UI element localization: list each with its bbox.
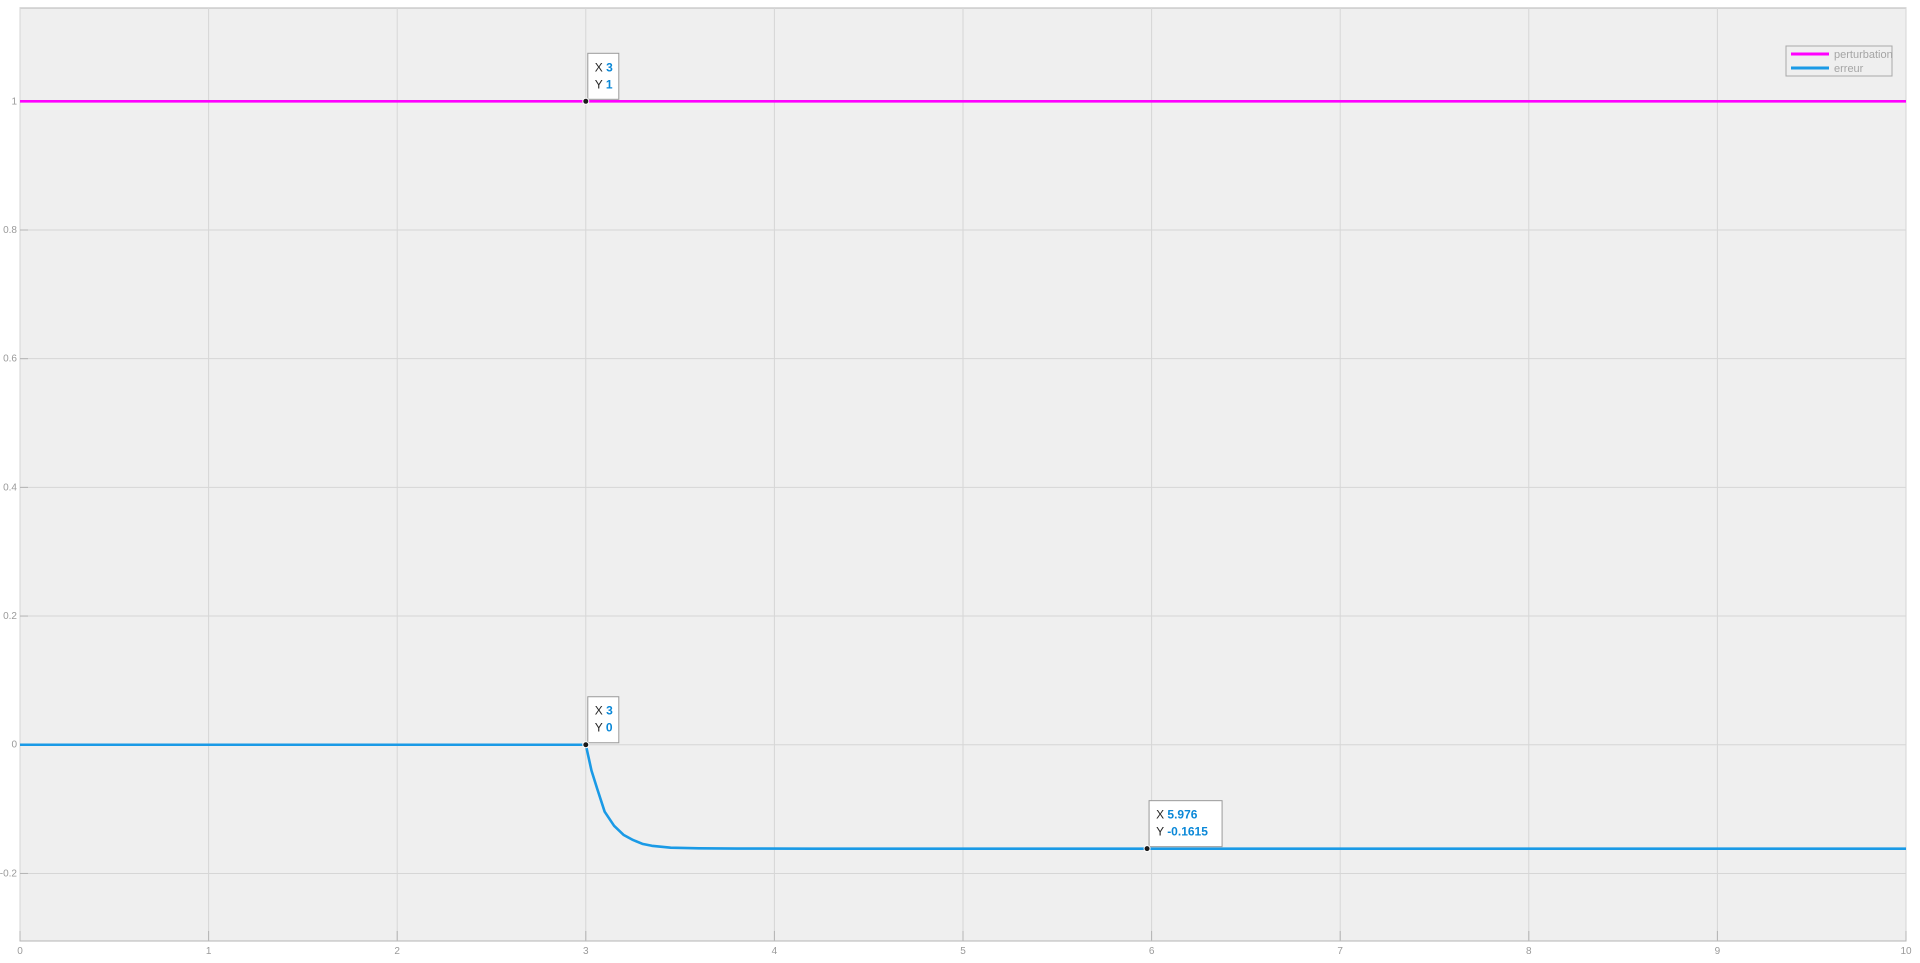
legend-label-erreur: erreur <box>1834 63 1864 75</box>
datatip-x-label: X <box>595 60 606 74</box>
datatip-x-row: X 3 <box>595 704 613 718</box>
datatip-box <box>587 52 620 100</box>
datatip-box <box>1148 800 1223 848</box>
y-tick-label: 0.4 <box>3 482 17 493</box>
y-tick-label: 0.8 <box>3 225 17 236</box>
x-tick-label: 4 <box>772 946 778 957</box>
datatip-2[interactable]: X 3Y 0 <box>582 696 620 749</box>
x-tick-label: 7 <box>1337 946 1343 957</box>
datatip-y-label: Y <box>1156 825 1167 839</box>
x-tick-label: 9 <box>1715 946 1721 957</box>
datatip-x-value: 3 <box>606 704 613 718</box>
series-line-erreur <box>20 743 1906 850</box>
y-tick-label: 0.6 <box>3 354 17 365</box>
datatip-y-value: -0.1615 <box>1167 825 1208 839</box>
x-tick-label: 8 <box>1526 946 1532 957</box>
datatip-marker <box>1143 845 1151 853</box>
legend[interactable]: perturbation erreur <box>1785 45 1893 77</box>
datatip-y-row: Y 1 <box>595 77 613 91</box>
datatip-y-label: Y <box>595 721 606 735</box>
y-tick-label: 0 <box>11 740 17 751</box>
x-tick-label: 1 <box>206 946 212 957</box>
datatip-x-value: 3 <box>606 60 613 74</box>
x-tick-label: 2 <box>394 946 400 957</box>
x-tick-label: 6 <box>1149 946 1155 957</box>
x-tick-label: 0 <box>17 946 23 957</box>
x-tick-label: 5 <box>960 946 966 957</box>
y-tick-label: -0.2 <box>0 868 17 879</box>
datatip-y-row: Y 0 <box>595 721 613 735</box>
datatip-y-label: Y <box>595 77 606 91</box>
legend-box <box>1785 45 1893 77</box>
y-tick-label: 1 <box>11 96 17 107</box>
datatip-marker <box>582 97 590 105</box>
datatip-1[interactable]: X 3Y 1 <box>582 52 620 105</box>
datatip-x-value: 5.976 <box>1167 808 1197 822</box>
datatip-marker <box>582 741 590 749</box>
datatip-y-row: Y -0.1615 <box>1156 825 1208 839</box>
y-tick-label: 0.2 <box>3 611 17 622</box>
legend-label-perturbation: perturbation <box>1834 49 1893 61</box>
datatip-y-value: 1 <box>606 77 613 91</box>
x-tick-label: 10 <box>1900 946 1912 957</box>
datatip-x-row: X 3 <box>595 60 613 74</box>
datatip-box <box>587 696 620 744</box>
datatip-y-value: 0 <box>606 721 613 735</box>
x-tick-label: 3 <box>583 946 589 957</box>
datatip-x-label: X <box>1156 808 1167 822</box>
datatip-x-label: X <box>595 704 606 718</box>
datatip-x-row: X 5.976 <box>1156 808 1198 822</box>
tick-labels: 0 1 2 3 4 5 6 7 8 9 10 -0.2 0 0.2 0.4 0.6 0.8 1 <box>0 96 1912 957</box>
